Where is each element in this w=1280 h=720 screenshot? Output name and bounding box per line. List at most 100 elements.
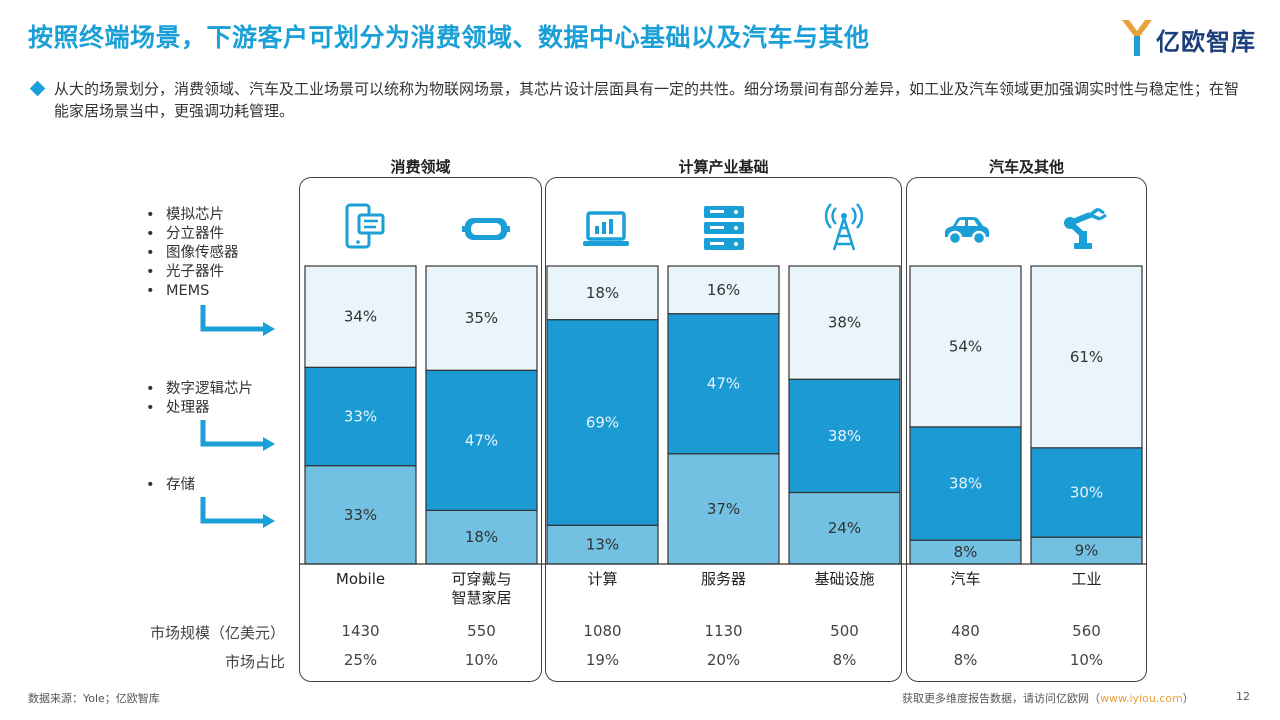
bar-segment bbox=[788, 378, 901, 494]
bar-value-label: 33% bbox=[344, 407, 377, 425]
bar-value-label: 47% bbox=[707, 375, 740, 393]
category-label: 服务器 bbox=[700, 570, 746, 588]
market-share-value: 10% bbox=[464, 651, 499, 669]
group-box-consumer bbox=[299, 177, 542, 682]
robot-arm-icon bbox=[1064, 207, 1107, 249]
market-size-value: 1130 bbox=[704, 622, 743, 640]
bar-segment bbox=[304, 265, 417, 368]
bar-value-label: 34% bbox=[344, 308, 377, 326]
bar-segment bbox=[788, 491, 901, 565]
bar-segment bbox=[667, 453, 780, 565]
bar-value-label: 37% bbox=[707, 500, 740, 518]
bar-segment bbox=[1030, 265, 1143, 449]
page-title: 按照终端场景，下游客户可划分为消费领域、数据中心基础以及汽车与其他 bbox=[28, 23, 870, 52]
bar-segment bbox=[909, 265, 1022, 428]
bar-segment bbox=[1030, 447, 1143, 538]
logo-text: 亿欧智库 bbox=[1156, 28, 1256, 56]
market-share-value: 8% bbox=[953, 651, 978, 669]
bar-segment bbox=[909, 426, 1022, 541]
footer-more-info: 获取更多维度报告数据，请访问亿欧网（www.iyiou.com） bbox=[902, 692, 1194, 705]
market-share-value: 10% bbox=[1069, 651, 1104, 669]
smartphone-icon bbox=[345, 203, 385, 249]
market-size-value: 1080 bbox=[583, 622, 622, 640]
market-size-value: 560 bbox=[1072, 622, 1101, 640]
bar-segment bbox=[425, 265, 538, 371]
footer-source: 数据来源：Yole；亿欧智库 bbox=[28, 692, 160, 705]
legend-list-analog: • 模拟芯片 • 分立器件 • 图像传感器 • 光子器件 • MEMS bbox=[146, 206, 239, 301]
bar-value-label: 33% bbox=[344, 506, 377, 524]
bar-value-label: 9% bbox=[1075, 542, 1099, 560]
bar-value-label: 13% bbox=[586, 536, 619, 554]
market-size-value: 480 bbox=[951, 622, 980, 640]
category-label: 可穿戴与 智慧家居 bbox=[426, 570, 537, 608]
bar-value-label: 16% bbox=[707, 281, 740, 299]
bar-value-label: 54% bbox=[949, 337, 982, 355]
legend-item: • 分立器件 bbox=[146, 226, 224, 242]
bar-segment bbox=[425, 369, 538, 511]
bar-value-label: 69% bbox=[586, 413, 619, 431]
bar-value-label: 8% bbox=[954, 543, 978, 561]
bar-segment bbox=[667, 313, 780, 455]
elbow-arrow-icon bbox=[200, 497, 275, 528]
bar-value-label: 18% bbox=[586, 284, 619, 302]
bar-value-label: 38% bbox=[828, 314, 861, 332]
server-icon bbox=[704, 206, 744, 250]
legend-list-logic: • 数字逻辑芯片 • 处理器 bbox=[146, 380, 253, 418]
legend-item: • 存储 bbox=[146, 477, 195, 493]
legend-item: • 数字逻辑芯片 bbox=[146, 381, 253, 397]
category-label-line: 可穿戴与 bbox=[451, 570, 512, 588]
market-size-value: 500 bbox=[830, 622, 859, 640]
bar-value-label: 30% bbox=[1070, 483, 1103, 501]
category-label: 汽车 bbox=[950, 570, 981, 588]
group-label-computing: 计算产业基础 bbox=[678, 158, 769, 176]
category-label: 计算 bbox=[587, 570, 618, 588]
bar-value-label: 61% bbox=[1070, 348, 1103, 366]
market-share-value: 19% bbox=[585, 651, 620, 669]
group-label-auto: 汽车及其他 bbox=[988, 158, 1064, 176]
market-share-value: 8% bbox=[832, 651, 857, 669]
category-label: Mobile bbox=[335, 570, 386, 588]
bar-segment bbox=[304, 465, 417, 565]
bar-segment bbox=[788, 265, 901, 380]
bar-value-label: 18% bbox=[465, 528, 498, 546]
bar-segment bbox=[304, 366, 417, 467]
market-share-value: 20% bbox=[706, 651, 741, 669]
group-box-auto bbox=[906, 177, 1147, 682]
category-label: 工业 bbox=[1071, 570, 1102, 588]
bar-value-label: 47% bbox=[465, 431, 498, 449]
page-number: 12 bbox=[1236, 690, 1250, 703]
bar-value-label: 35% bbox=[465, 309, 498, 327]
legend-item: • 图像传感器 bbox=[146, 245, 239, 261]
elbow-arrow-icon bbox=[200, 305, 275, 336]
laptop-chart-icon bbox=[583, 211, 629, 246]
legend-item: • 处理器 bbox=[146, 400, 210, 416]
bar-segment bbox=[425, 509, 538, 565]
market-size-label: 市场规模（亿美元） bbox=[149, 624, 285, 642]
elbow-arrow-icon bbox=[200, 420, 275, 451]
brand-logo: 亿欧智库 bbox=[1118, 16, 1258, 60]
group-box-computing bbox=[545, 177, 902, 682]
legend-item: • MEMS bbox=[146, 283, 210, 299]
summary-paragraph: 从大的场景划分，消费领域、汽车及工业场景可以统称为物联网场景，其芯片设计层面具有… bbox=[28, 78, 1253, 122]
bar-value-label: 38% bbox=[949, 475, 982, 493]
market-share-value: 25% bbox=[343, 651, 378, 669]
antenna-tower-icon bbox=[824, 203, 864, 251]
bar-segment bbox=[546, 265, 659, 321]
vr-goggles-icon bbox=[462, 218, 510, 240]
bar-segment bbox=[667, 265, 780, 315]
legend-item: • 模拟芯片 bbox=[146, 207, 224, 223]
legend-list-memory: • 存储 bbox=[146, 476, 195, 495]
footer-link[interactable]: www.iyiou.com bbox=[1100, 692, 1183, 705]
market-share-label: 市场占比 bbox=[224, 653, 285, 671]
car-icon bbox=[945, 217, 989, 246]
summary-text: 从大的场景划分，消费领域、汽车及工业场景可以统称为物联网场景，其芯片设计层面具有… bbox=[54, 80, 1240, 120]
bar-value-label: 24% bbox=[828, 519, 861, 537]
bar-segment bbox=[546, 524, 659, 565]
logo-icon bbox=[1122, 20, 1152, 56]
bar-value-label: 38% bbox=[828, 427, 861, 445]
market-size-value: 550 bbox=[467, 622, 496, 640]
category-label-line: 智慧家居 bbox=[451, 589, 512, 607]
legend-item: • 光子器件 bbox=[146, 264, 224, 280]
group-label-consumer: 消费领域 bbox=[390, 158, 451, 176]
